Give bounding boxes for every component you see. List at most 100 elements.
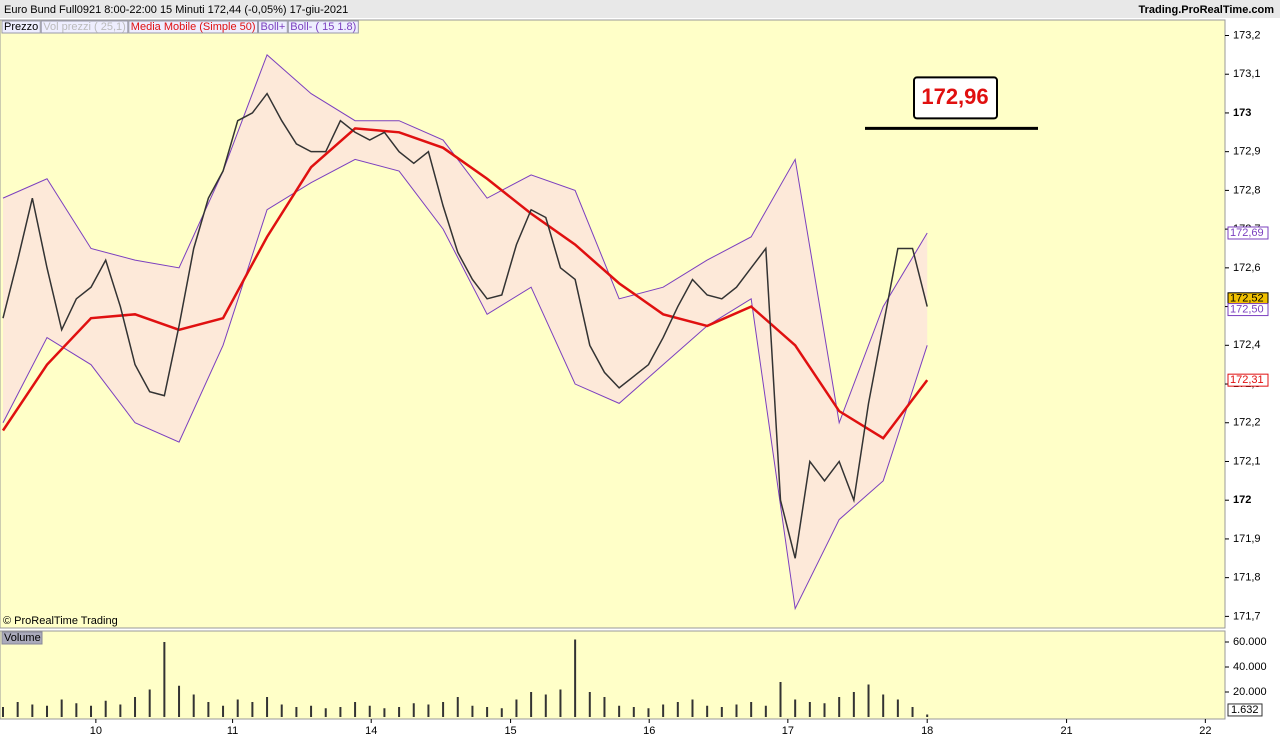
volume-bar <box>706 705 709 717</box>
indicator-tag-box <box>128 20 259 34</box>
bollinger-band <box>3 54 928 609</box>
indicator-tag: Media Mobile (Simple 50) <box>131 21 256 33</box>
chart-title: Euro Bund Full0921 8:00-22:00 15 Minuti … <box>4 4 348 16</box>
indicator-tag-box <box>258 20 288 34</box>
x-tick-label: 18 <box>921 725 933 737</box>
y-tick-label: 171,8 <box>1233 572 1261 584</box>
volume-bar <box>500 708 503 717</box>
volume-bar <box>148 689 151 717</box>
volume-bar <box>896 699 899 717</box>
volume-bar <box>368 705 371 717</box>
volume-last-label: 1.632 <box>1231 704 1259 716</box>
y-tick-label: 172,4 <box>1233 339 1261 351</box>
volume-bar <box>16 702 19 717</box>
header-bar <box>0 0 1280 18</box>
volume-bar <box>515 699 518 717</box>
volume-bar <box>280 704 283 717</box>
indicator-tag: Prezzo <box>4 21 38 33</box>
annotation-label: 172,96 <box>921 84 988 109</box>
y-tick-label: 172,1 <box>1233 455 1261 467</box>
plot: 173,2173,1173172,9172,8172,7172,6172,517… <box>1 29 1269 737</box>
y-tick-label: 172,9 <box>1233 146 1261 158</box>
last-value-tag <box>1227 373 1269 387</box>
y-tick-label: 172,8 <box>1233 184 1261 196</box>
volume-bar <box>207 702 210 717</box>
volume-bar <box>75 703 78 717</box>
volume-bar <box>178 685 181 717</box>
y-tick-label: 172,2 <box>1233 417 1261 429</box>
volume-bar <box>471 705 474 717</box>
series-line <box>2 92 928 559</box>
volume-bar <box>603 697 606 717</box>
indicator-tag: Boll- ( 15 1.8) <box>290 21 356 33</box>
volume-bar <box>676 702 679 717</box>
volume-bar <box>779 682 782 717</box>
y-tick-label: 173,1 <box>1233 68 1261 80</box>
volume-bar <box>559 689 562 717</box>
x-tick-label: 11 <box>227 725 238 737</box>
volume-bar <box>251 702 254 717</box>
x-tick-label: 17 <box>782 725 794 737</box>
volume-bar <box>266 697 269 717</box>
volume-bar <box>544 694 547 717</box>
volume-y-tick-label: 20.000 <box>1233 686 1267 698</box>
series-line <box>2 54 928 425</box>
volume-bar <box>764 705 767 717</box>
volume-bar <box>2 707 4 717</box>
volume-bar <box>574 639 577 717</box>
volume-bar <box>618 705 621 717</box>
volume-bar <box>31 704 34 717</box>
annotation-box <box>913 76 998 120</box>
volume-bar <box>427 704 430 717</box>
copyright: © ProRealTime Trading <box>3 615 118 627</box>
volume-bar <box>486 707 489 717</box>
volume-bar <box>720 707 723 717</box>
volume-bar <box>222 705 225 717</box>
volume-bar <box>324 708 327 717</box>
y-tick-label: 172,6 <box>1233 262 1261 274</box>
volume-bar <box>867 684 870 717</box>
volume-bar <box>808 702 811 717</box>
volume-bar <box>442 702 445 717</box>
volume-bar <box>882 694 885 717</box>
volume-bar <box>412 703 415 717</box>
indicator-tag: Vol prezzi ( 25,1) <box>43 21 126 33</box>
x-tick-label: 14 <box>365 725 377 737</box>
volume-last-tag <box>1227 703 1263 717</box>
volume-bar <box>456 697 459 717</box>
volume-bar <box>398 707 401 717</box>
volume-bar <box>823 703 826 717</box>
volume-title: Volume <box>4 632 41 644</box>
volume-bar <box>163 642 166 717</box>
volume-bar <box>588 692 591 717</box>
x-tick-label: 15 <box>504 725 516 737</box>
volume-bar <box>691 699 694 717</box>
volume-bar <box>236 699 239 717</box>
y-tick-label: 172 <box>1233 494 1251 506</box>
indicator-tag-box <box>40 20 129 34</box>
volume-bar <box>90 705 93 717</box>
volume-bar <box>750 702 753 717</box>
volume-bar <box>134 697 137 717</box>
volume-bar <box>383 708 386 717</box>
volume-bar <box>104 700 107 717</box>
volume-bar <box>192 694 195 717</box>
volume-bar <box>119 704 122 717</box>
indicator-tag-box <box>1 20 41 34</box>
last-value-label: 172,69 <box>1230 227 1264 239</box>
x-tick-label: 22 <box>1199 725 1211 737</box>
volume-bar <box>794 699 797 717</box>
last-value-label: 172,31 <box>1230 374 1264 386</box>
last-value-tag <box>1227 303 1269 317</box>
volume-bar <box>46 705 49 717</box>
last-value-tag <box>1227 226 1269 240</box>
volume-bar <box>354 702 357 717</box>
volume-bar <box>838 697 841 717</box>
volume-bar <box>310 705 313 717</box>
y-tick-label: 173,2 <box>1233 29 1261 41</box>
x-tick-label: 16 <box>643 725 655 737</box>
y-tick-label: 171,7 <box>1233 610 1261 622</box>
volume-bar <box>647 708 650 717</box>
